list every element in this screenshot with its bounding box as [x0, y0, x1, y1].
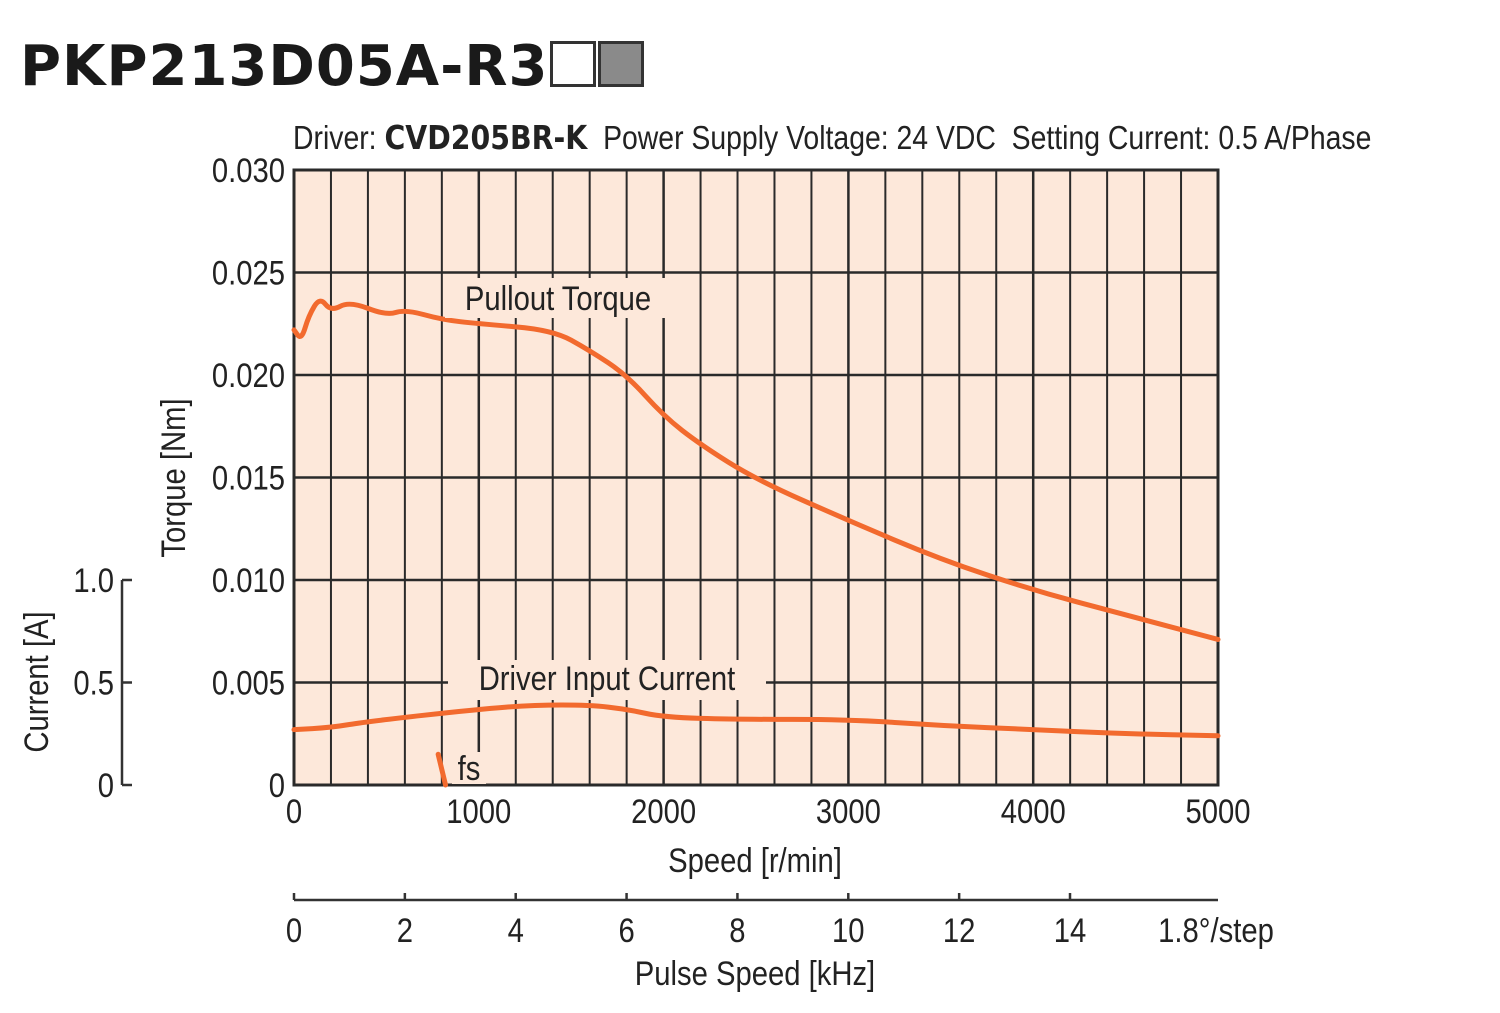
chart-title: PKP213D05A-R3 — [20, 34, 645, 99]
pulse-tick-label: 14 — [1054, 911, 1087, 950]
series-line-pullout-torque — [291, 298, 1221, 642]
pulse-unit-label: 1.8°/step — [1158, 911, 1274, 950]
pulse-tick-label: 12 — [943, 911, 976, 950]
driver-input-current-label: Driver Input Current — [479, 659, 736, 698]
pullout-torque-label: Pullout Torque — [465, 279, 651, 318]
series-line-fs — [435, 751, 449, 788]
x-tick-label: 3000 — [816, 792, 881, 831]
pulse-axis-label: Pulse Speed [kHz] — [635, 954, 875, 993]
pulse-tick-label: 8 — [729, 911, 745, 950]
y-tick-label: 0.015 — [212, 458, 285, 497]
x-tick-label: 0 — [286, 792, 302, 831]
current-tick-label: 0.5 — [73, 663, 114, 702]
pulse-tick-label: 4 — [508, 911, 524, 950]
y-axis-label: Torque [Nm] — [154, 398, 193, 557]
fs-label: fs — [458, 749, 481, 788]
y-tick-label: 0.025 — [212, 253, 285, 292]
pulse-tick-label: 0 — [286, 911, 302, 950]
y-tick-label: 0.020 — [212, 356, 285, 395]
driver-model: CVD205BR-K — [384, 118, 588, 157]
y-tick-label: 0.005 — [212, 663, 285, 702]
label-background — [445, 278, 670, 318]
current-axis-label: Current [A] — [17, 611, 56, 752]
plot-border — [292, 168, 1220, 787]
pulse-tick-label: 2 — [397, 911, 413, 950]
pulse-tick-label: 10 — [832, 911, 865, 950]
current-tick-label: 0 — [98, 766, 114, 805]
white-box-swatch — [550, 41, 597, 87]
y-tick-label: 0.030 — [212, 151, 285, 190]
label-background — [452, 752, 486, 784]
gray-box-swatch — [598, 41, 645, 87]
y-tick-label: 0.010 — [212, 561, 285, 600]
pulse-tick-label: 6 — [618, 911, 634, 950]
y-tick-label: 0 — [269, 766, 285, 805]
x-axis-label: Speed [r/min] — [668, 841, 842, 880]
current-tick-label: 1.0 — [73, 561, 114, 600]
x-tick-label: 1000 — [446, 792, 511, 831]
driver-label: Driver: — [293, 119, 377, 156]
series-line-driver-input-current — [291, 702, 1221, 739]
model-name: PKP213D05A-R3 — [20, 34, 549, 99]
x-tick-label: 2000 — [631, 792, 696, 831]
conditions-line: Driver: CVD205BR-K Power Supply Voltage:… — [293, 118, 1371, 157]
voltage-text: Power Supply Voltage: 24 VDC — [603, 119, 996, 156]
current-setting-text: Setting Current: 0.5 A/Phase — [1011, 119, 1372, 156]
label-background — [448, 660, 766, 700]
x-tick-label: 4000 — [1001, 792, 1066, 831]
x-tick-label: 5000 — [1185, 792, 1250, 831]
